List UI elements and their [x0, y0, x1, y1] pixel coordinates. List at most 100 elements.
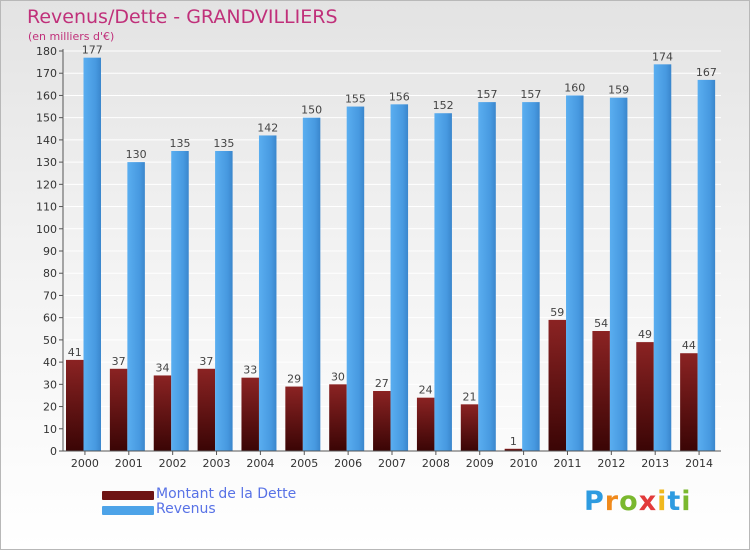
- debt-value-label: 24: [419, 384, 433, 397]
- debt-value-label: 37: [199, 355, 213, 368]
- debt-bar: [592, 331, 610, 451]
- y-tick-label: 20: [43, 401, 57, 414]
- revenue-value-label: 160: [564, 81, 585, 94]
- revenue-bar: [653, 64, 672, 452]
- revenue-bar: [478, 102, 496, 451]
- x-tick-label: 2014: [685, 457, 713, 470]
- legend-label-debt: Montant de la Dette: [156, 486, 297, 502]
- x-tick-label: 2009: [466, 457, 494, 470]
- debt-value-label: 27: [375, 377, 389, 390]
- revenue-value-label: 167: [696, 66, 717, 79]
- revenue-bar: [302, 117, 321, 452]
- legend-label-revenue: Revenus: [156, 501, 216, 517]
- y-tick-label: 180: [36, 45, 57, 58]
- debt-value-label: 37: [112, 355, 126, 368]
- debt-bar: [460, 404, 479, 451]
- revenue-bar: [566, 95, 584, 451]
- x-tick-label: 2001: [115, 457, 143, 470]
- revenue-bar: [83, 57, 101, 452]
- chart-title: Revenus/Dette - GRANDVILLIERS: [27, 6, 338, 28]
- revenue-value-label: 155: [345, 93, 366, 106]
- y-tick-label: 50: [43, 334, 57, 347]
- revenue-value-label: 157: [477, 88, 498, 101]
- x-tick-label: 2007: [378, 457, 406, 470]
- y-tick-label: 0: [50, 445, 57, 458]
- x-tick-label: 2000: [71, 457, 99, 470]
- proxiti-logo: Proxiti: [584, 486, 692, 517]
- debt-value-label: 33: [243, 364, 257, 377]
- debt-value-label: 34: [155, 361, 169, 374]
- x-tick-label: 2002: [159, 457, 187, 470]
- revenue-bar: [346, 106, 365, 452]
- debt-bar: [66, 359, 84, 451]
- y-tick-label: 140: [36, 134, 57, 147]
- x-tick-label: 2012: [597, 457, 625, 470]
- revenue-bar: [522, 102, 540, 451]
- x-tick-label: 2011: [553, 457, 581, 470]
- debt-bar: [373, 391, 391, 451]
- y-tick-label: 90: [43, 245, 57, 258]
- y-tick-label: 80: [43, 267, 57, 280]
- revenue-value-label: 156: [389, 90, 410, 103]
- debt-bar: [109, 368, 128, 451]
- y-tick-label: 150: [36, 112, 57, 125]
- x-tick-label: 2010: [510, 457, 538, 470]
- debt-value-label: 44: [682, 339, 696, 352]
- x-tick-label: 2006: [334, 457, 362, 470]
- x-tick-label: 2005: [290, 457, 318, 470]
- y-tick-label: 70: [43, 289, 57, 302]
- y-tick-label: 110: [36, 201, 57, 214]
- debt-value-label: 1: [510, 435, 517, 448]
- debt-bar: [285, 386, 303, 451]
- debt-value-label: 54: [594, 317, 608, 330]
- legend-swatch-revenue: [102, 506, 154, 515]
- debt-bar: [329, 384, 347, 451]
- debt-bar: [548, 319, 567, 451]
- revenue-bar: [258, 135, 277, 451]
- x-tick-label: 2008: [422, 457, 450, 470]
- y-tick-label: 160: [36, 89, 57, 102]
- revenue-value-label: 157: [520, 88, 541, 101]
- x-tick-label: 2013: [641, 457, 669, 470]
- debt-value-label: 29: [287, 373, 301, 386]
- debt-bar: [416, 397, 435, 451]
- revenue-value-label: 174: [652, 50, 673, 63]
- debt-value-label: 21: [463, 390, 477, 403]
- revenue-value-label: 152: [433, 99, 454, 112]
- revenue-bar: [697, 79, 716, 451]
- debt-value-label: 59: [550, 306, 564, 319]
- y-tick-label: 120: [36, 178, 57, 191]
- x-tick-label: 2004: [246, 457, 274, 470]
- revenue-value-label: 135: [169, 137, 190, 150]
- revenue-bar: [171, 151, 189, 451]
- y-tick-label: 40: [43, 356, 57, 369]
- y-tick-label: 10: [43, 423, 57, 436]
- chart-subtitle: (en milliers d'€): [28, 30, 115, 43]
- y-tick-label: 60: [43, 312, 57, 325]
- debt-value-label: 30: [331, 370, 345, 383]
- revenue-value-label: 150: [301, 104, 322, 117]
- y-tick-label: 30: [43, 378, 57, 391]
- debt-bar: [680, 353, 698, 451]
- debt-bar: [241, 377, 259, 451]
- revenue-bar: [215, 151, 233, 451]
- revenue-value-label: 130: [126, 148, 147, 161]
- debt-value-label: 49: [638, 328, 652, 341]
- revenue-bar: [127, 162, 145, 451]
- debt-bar: [153, 375, 172, 451]
- debt-bar: [636, 342, 654, 451]
- revenue-value-label: 142: [257, 121, 278, 134]
- legend-swatch-debt: [102, 491, 154, 500]
- debt-bar: [197, 368, 216, 451]
- y-tick-label: 130: [36, 156, 57, 169]
- revenue-bar: [434, 113, 452, 451]
- revenue-value-label: 159: [608, 84, 629, 97]
- y-tick-label: 170: [36, 67, 57, 80]
- revenue-value-label: 177: [82, 44, 103, 57]
- revenue-bar: [609, 97, 628, 452]
- x-tick-label: 2003: [203, 457, 231, 470]
- debt-bar: [504, 448, 523, 451]
- y-tick-label: 100: [36, 223, 57, 236]
